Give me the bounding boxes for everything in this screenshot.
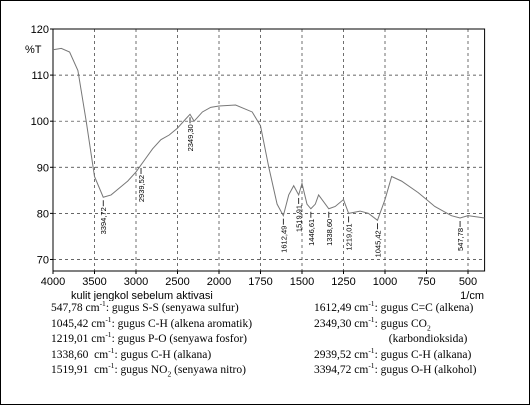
y-tick-label: 100 xyxy=(31,116,49,128)
legend-text: 2939,52 cm xyxy=(314,348,369,361)
peak-label: 1519,91 xyxy=(295,205,304,232)
x-tick-label: 4000 xyxy=(41,276,65,288)
x-tick-label: 500 xyxy=(459,276,477,288)
peak-label: 1219,01 xyxy=(345,223,354,250)
legend-line: 3394,72 cm-1: gugus O-H (alkohol) xyxy=(314,361,477,379)
superscript: -1 xyxy=(368,314,375,324)
legend-text: 1338,60 cm xyxy=(51,348,109,361)
x-axis-label: kulit jengkol sebelum aktivasi xyxy=(71,290,213,301)
y-tick-label: 70 xyxy=(37,254,49,266)
superscript: -1 xyxy=(368,361,375,371)
x-tick-label: 1750 xyxy=(248,276,272,288)
legend-text: : gugus CO xyxy=(374,317,427,330)
legend-text: (senyawa nitro) xyxy=(171,364,246,377)
legend-line: 2349,30 cm-1: gugus CO2 xyxy=(314,314,476,333)
legend-text: : gugus O-H (alkohol) xyxy=(374,364,477,377)
legend-text: : gugus NO xyxy=(114,364,168,377)
legend-text: (karbondioksida) xyxy=(314,333,468,346)
peak-label: 547,78 xyxy=(456,228,465,251)
peak-label: 2349,30 xyxy=(186,124,195,151)
y-axis-label: %T xyxy=(25,44,42,56)
legend-text: : gugus C=C (alkena) xyxy=(374,302,474,314)
legend-line: 1338,60 cm-1: gugus C-H (alkana) xyxy=(51,345,252,364)
superscript: -1 xyxy=(105,314,112,324)
superscript: -1 xyxy=(108,345,115,355)
spectrum-line xyxy=(52,47,485,222)
x-tick-label: 2000 xyxy=(207,276,231,288)
y-tick-label: 90 xyxy=(37,162,49,174)
legend-text: 1045,42 cm xyxy=(51,317,106,330)
legend-text: 2349,30 cm xyxy=(314,317,369,330)
x-tick-label: 3500 xyxy=(82,276,106,288)
x-tick-label: 1500 xyxy=(290,276,314,288)
superscript: -1 xyxy=(368,345,375,355)
subscript: 2 xyxy=(167,369,172,379)
legend-text: : gugus S-S (senyawa sulfur) xyxy=(105,302,239,314)
peak-label: 2939,52 xyxy=(137,175,146,202)
legend-text: 547,78 cm xyxy=(51,302,100,314)
legend-line: 547,78 cm-1: gugus S-S (senyawa sulfur) xyxy=(51,299,252,317)
legend-text: : gugus C-H (alkana) xyxy=(114,348,212,361)
subscript: 2 xyxy=(426,322,431,332)
legend-text: 3394,72 cm xyxy=(314,364,369,377)
peak-label: 1446,61 xyxy=(307,219,316,246)
legend-line: (karbondioksida) xyxy=(314,332,476,348)
x-tick-label: 750 xyxy=(417,276,435,288)
legend-left: 547,78 cm-1: gugus S-S (senyawa sulfur) 1… xyxy=(51,299,253,379)
x-unit: 1/cm xyxy=(460,290,484,301)
legend-text: 1519,91 cm xyxy=(51,364,109,377)
legend-right: 1612,49 cm-1: gugus C=C (alkena) 2349,30 … xyxy=(314,299,477,379)
legend-line: 1612,49 cm-1: gugus C=C (alkena) xyxy=(314,299,476,317)
superscript: -1 xyxy=(108,361,115,371)
peak-label: 1045,42 xyxy=(373,230,382,257)
peak-label: 1338,60 xyxy=(325,219,334,246)
legend-text: 1612,49 cm xyxy=(314,302,369,314)
legend-line: 2939,52 cm-1: gugus C-H (alkana) xyxy=(314,345,476,364)
y-tick-label: 110 xyxy=(31,70,49,82)
legend-line: 1219,01 cm-1: gugus P-O (senyawa fosfor) xyxy=(51,330,252,348)
x-tick-label: 1000 xyxy=(373,276,397,288)
y-tick-label: 80 xyxy=(37,208,49,220)
legend-text: : gugus C-H (alkena aromatik) xyxy=(111,317,253,330)
plot-frame xyxy=(52,28,486,272)
superscript: -1 xyxy=(105,330,112,340)
legend-line: 1519,91 cm-1: gugus NO2 (senyawa nitro) xyxy=(51,361,252,379)
legend-text: : gugus C-H (alkana) xyxy=(374,348,472,361)
peak-label: 1612,49 xyxy=(279,226,288,253)
legend-text: : gugus P-O (senyawa fosfor) xyxy=(111,333,247,346)
legend-text: 1219,01 cm xyxy=(51,333,106,346)
peak-label: 3394,72 xyxy=(99,207,108,234)
x-tick-label: 1250 xyxy=(331,276,355,288)
superscript: -1 xyxy=(368,299,375,309)
chart: %T kulit jengkol sebelum aktivasi 1/cm 7… xyxy=(25,24,486,301)
legend-line: 1045,42 cm-1: gugus C-H (alkena aromatik… xyxy=(51,314,253,333)
superscript: -1 xyxy=(99,299,106,309)
y-tick-label: 120 xyxy=(31,24,49,36)
x-tick-label: 3000 xyxy=(124,276,148,288)
x-tick-label: 2500 xyxy=(165,276,189,288)
